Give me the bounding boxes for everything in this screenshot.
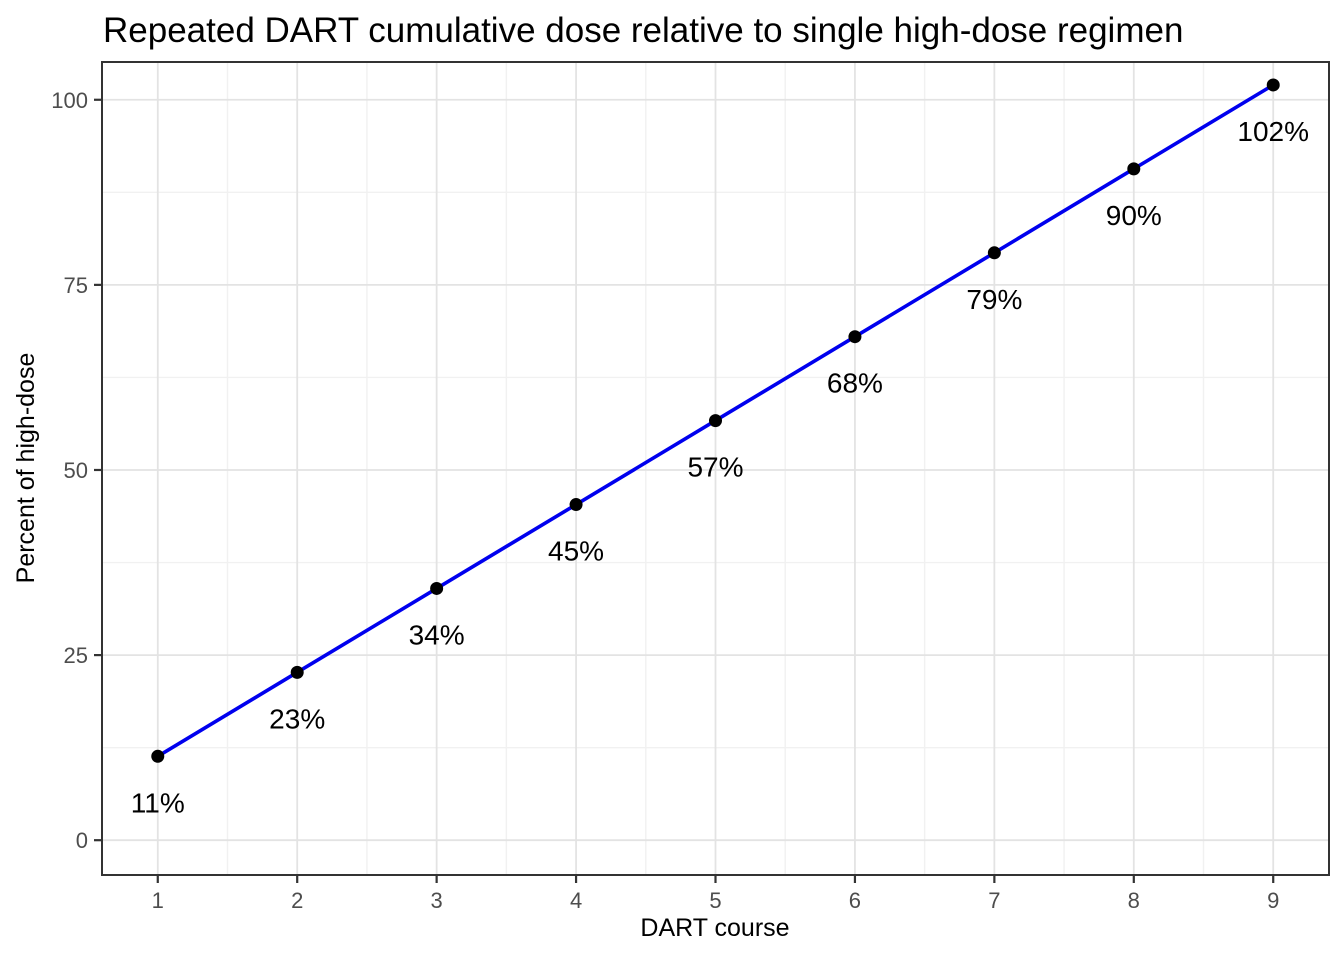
data-point <box>1127 162 1141 176</box>
data-point-label: 102% <box>1237 116 1309 147</box>
data-layer: 11% 23% 34% 45% 57% 68% 79% 90% 102% <box>131 78 1309 818</box>
data-point-label: 11% <box>131 787 185 818</box>
x-axis-title: DART course <box>640 914 789 942</box>
data-point <box>151 749 165 763</box>
data-point <box>430 581 444 595</box>
x-tick-label: 6 <box>849 888 861 913</box>
data-point <box>987 246 1001 260</box>
axes-layer: 1 2 3 4 5 6 7 8 9 0 25 50 75 100 <box>51 61 1330 913</box>
data-point-label: 45% <box>548 536 604 567</box>
x-tick-label: 7 <box>988 888 1000 913</box>
y-axis-title: Percent of high-dose <box>12 353 40 584</box>
x-tick-label: 1 <box>152 888 164 913</box>
y-tick-label: 50 <box>64 458 88 483</box>
data-point-label: 68% <box>827 368 883 399</box>
y-tick-label: 75 <box>64 273 88 298</box>
x-tick-label: 9 <box>1267 888 1279 913</box>
data-point-label: 34% <box>409 619 465 650</box>
grid-layer <box>102 62 1329 875</box>
x-tick-label: 2 <box>291 888 303 913</box>
y-tick-label: 25 <box>64 643 88 668</box>
y-tick-label: 100 <box>51 88 88 113</box>
data-point <box>709 414 722 428</box>
data-point-label: 23% <box>269 703 325 734</box>
data-point <box>848 330 862 344</box>
data-point <box>290 665 304 679</box>
x-tick-label: 8 <box>1128 888 1140 913</box>
data-point <box>569 498 583 512</box>
data-point-label: 57% <box>687 452 743 483</box>
x-tick-label: 4 <box>570 888 582 913</box>
data-point-label: 79% <box>966 284 1022 315</box>
x-tick-label: 3 <box>431 888 443 913</box>
y-tick-label: 0 <box>76 828 88 853</box>
chart-title: Repeated DART cumulative dose relative t… <box>103 11 1183 50</box>
data-point <box>1266 78 1280 92</box>
data-point-label: 90% <box>1106 200 1162 231</box>
x-tick-label: 5 <box>709 888 721 913</box>
